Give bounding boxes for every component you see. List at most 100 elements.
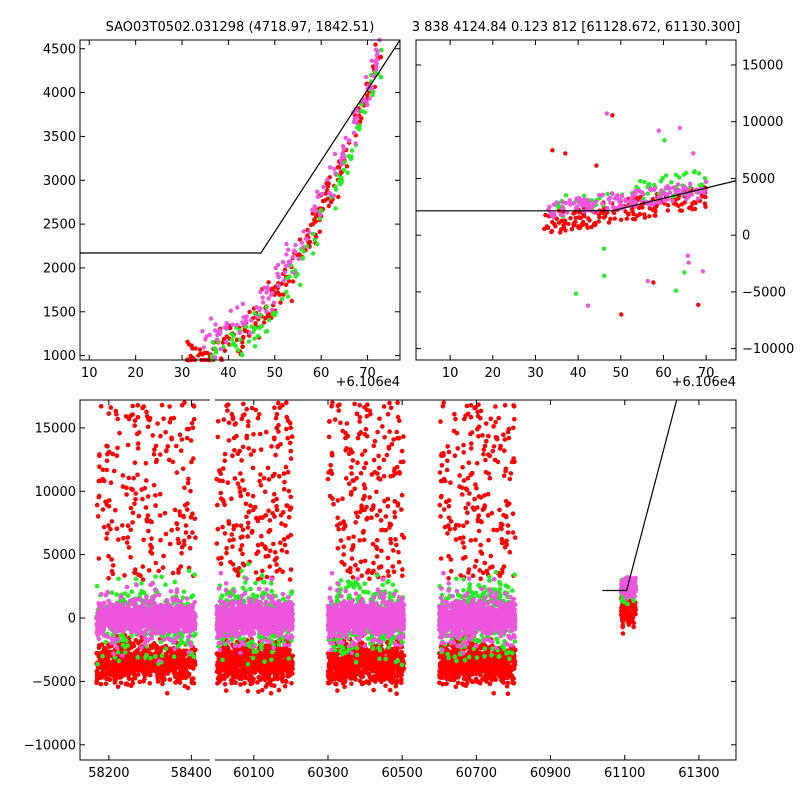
point-red [104,458,110,464]
point-red [221,417,227,422]
point-red [125,442,131,448]
point-red [653,213,658,218]
point-magenta [105,634,111,640]
point-magenta [258,289,263,295]
point-red [270,677,276,682]
point-red [258,665,264,670]
point-red [224,666,230,671]
point-red [589,224,594,230]
point-magenta [203,337,208,342]
point-red [128,554,133,560]
point-red [255,549,261,554]
point-red [165,691,170,696]
point-red [325,184,331,189]
point-red [276,661,281,667]
point-green [121,635,126,640]
point-red [239,416,244,422]
point-red [135,414,141,420]
point-green [581,193,587,198]
x-tick-label: 20 [127,366,144,381]
fit-line-path [416,180,736,212]
point-red [264,429,269,435]
point-red [154,643,159,649]
scatter-points-top-right [542,111,709,317]
point-green [159,653,165,659]
point-red [167,661,173,666]
point-red [237,448,242,454]
point-red [240,444,246,450]
point-red [275,290,281,295]
point-red [702,201,708,206]
point-red [154,457,159,463]
point-magenta [275,271,280,277]
point-red [147,681,153,686]
point-red [94,669,100,674]
point-red [263,648,269,654]
point-red [280,403,285,408]
point-red [288,448,294,454]
point-magenta [374,52,380,57]
point-magenta [135,615,141,621]
point-green [249,639,255,644]
point-red [160,681,165,687]
point-red [132,567,138,572]
point-red [146,528,151,534]
point-red [178,448,184,454]
point-green [133,576,139,582]
point-magenta [604,111,610,116]
point-red [267,564,273,569]
point-red [242,487,247,493]
point-red [585,225,590,230]
point-magenta [241,315,246,320]
point-red [623,209,628,214]
point-red [162,677,167,682]
point-red [175,678,180,684]
point-magenta [131,609,137,614]
point-green [229,331,234,336]
point-magenta [310,207,315,212]
series-green [209,47,384,362]
point-green [284,289,289,294]
point-green [141,590,147,596]
point-red [665,208,670,213]
point-red [117,430,122,436]
point-magenta [122,601,127,606]
point-red [128,683,134,688]
point-magenta [371,73,376,79]
point-red [240,344,245,349]
point-magenta [597,193,602,198]
point-magenta [176,634,181,639]
point-magenta [216,586,222,591]
point-red [289,434,295,439]
x-tick-label: 30 [527,366,544,381]
point-red [632,217,638,222]
point-red [151,452,157,457]
point-red [177,432,183,438]
point-red [279,649,284,654]
point-red [126,668,132,673]
point-red [226,438,232,443]
point-magenta [186,634,191,640]
point-red [285,503,290,509]
point-green [341,167,346,173]
point-magenta [665,193,670,198]
point-magenta [659,188,664,193]
point-red [637,212,642,217]
point-red [96,478,102,484]
point-red [285,435,291,441]
point-green [171,654,177,659]
point-red [176,570,181,575]
y-tick-label: 2000 [43,261,76,276]
point-red [281,487,287,492]
point-magenta [223,588,229,593]
point-green [673,172,679,178]
point-red [134,650,140,656]
point-green [255,594,260,599]
point-green [252,336,257,341]
point-red [665,203,671,208]
point-green [94,583,100,589]
point-red [172,507,178,513]
point-red [143,461,149,466]
point-green [357,127,362,132]
point-green [191,633,197,639]
